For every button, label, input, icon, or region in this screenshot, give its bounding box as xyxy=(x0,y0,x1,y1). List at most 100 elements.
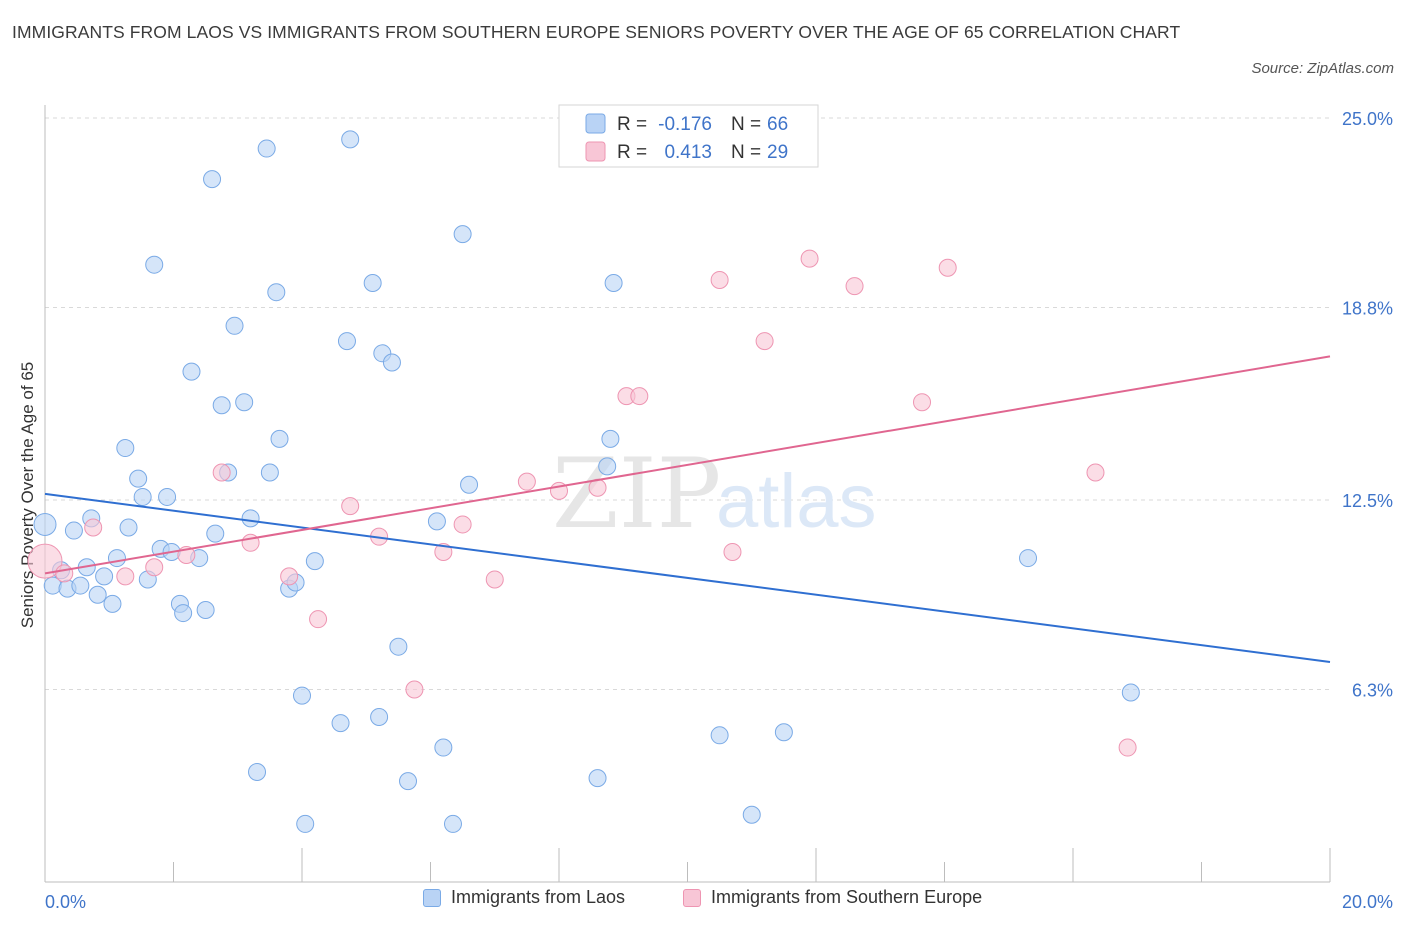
laos-point-30 xyxy=(225,316,244,335)
laos-point-27 xyxy=(206,524,225,543)
southern-europe-point-29 xyxy=(1118,738,1137,757)
laos-point-28 xyxy=(212,396,231,415)
legend-label-southern-europe: Immigrants from Southern Europe xyxy=(711,887,983,907)
laos-point-31 xyxy=(235,393,254,412)
southern-europe-point-28 xyxy=(1086,463,1105,482)
laos-point-58 xyxy=(598,457,617,476)
laos-point-22 xyxy=(174,604,193,623)
southern-europe-point-21 xyxy=(710,270,729,289)
laos-point-17 xyxy=(145,255,164,274)
laos-point-50 xyxy=(389,637,408,656)
source-label: Source: ZipAtlas.com xyxy=(1251,60,1394,77)
legend-n-label-2: N = xyxy=(731,142,761,163)
southern-europe-point-12 xyxy=(405,680,424,699)
laos-point-44 xyxy=(337,332,356,351)
southern-europe-point-26 xyxy=(913,393,932,412)
southern-europe-point-15 xyxy=(485,570,504,589)
southern-europe-point-6 xyxy=(212,463,231,482)
laos-point-35 xyxy=(260,463,279,482)
legend-label-laos: Immigrants from Laos xyxy=(451,887,626,907)
legend-n-value-2: 29 xyxy=(767,142,788,163)
x-tick-label-1: 20.0% xyxy=(1342,892,1393,912)
legend-r-value-1: -0.176 xyxy=(658,114,712,135)
laos-point-64 xyxy=(1019,549,1038,568)
y-tick-labels: 6.3% 12.5% 18.8% 25.0% xyxy=(1342,109,1393,700)
laos-point-0 xyxy=(33,512,57,536)
laos-point-15 xyxy=(133,487,152,506)
laos-point-47 xyxy=(370,707,389,726)
laos-point-59 xyxy=(601,429,620,448)
trend-line-laos xyxy=(44,492,1331,663)
southern-europe-point-4 xyxy=(145,558,164,577)
legend-item-southern-europe: Immigrants from Southern Europe xyxy=(683,887,982,908)
laos-point-52 xyxy=(427,512,446,531)
legend-r-label-1: R = xyxy=(617,114,647,135)
laos-point-56 xyxy=(460,475,479,494)
laos-point-13 xyxy=(119,518,138,537)
southern-europe-point-2 xyxy=(84,518,103,537)
southern-europe-point-13 xyxy=(434,542,453,561)
laos-point-63 xyxy=(774,723,793,742)
laos-point-34 xyxy=(257,139,276,158)
laos-point-8 xyxy=(88,585,107,604)
laos-point-4 xyxy=(64,521,83,540)
laos-point-11 xyxy=(107,549,126,568)
legend-swatch-laos xyxy=(585,113,606,134)
legend-bottom: Immigrants from Laos Immigrants from Sou… xyxy=(0,887,1406,917)
southern-europe-point-3 xyxy=(116,567,135,586)
watermark-zip: ZIP xyxy=(552,438,721,550)
southern-europe-point-10 xyxy=(341,497,360,516)
southern-europe-point-0 xyxy=(27,543,63,579)
laos-point-55 xyxy=(453,225,472,244)
laos-point-65 xyxy=(1121,683,1140,702)
laos-point-54 xyxy=(443,814,462,833)
legend-r-value-2: 0.413 xyxy=(664,142,712,163)
laos-point-33 xyxy=(248,762,267,781)
laos-point-45 xyxy=(341,130,360,149)
watermark-atlas: atlas xyxy=(716,459,877,544)
laos-point-49 xyxy=(382,353,401,372)
laos-point-40 xyxy=(293,686,311,705)
laos-point-46 xyxy=(363,274,382,293)
laos-point-61 xyxy=(710,726,729,745)
legend-swatch-laos-bottom xyxy=(423,888,441,907)
axes xyxy=(44,105,1331,883)
southern-europe-point-23 xyxy=(755,332,774,351)
legend-n-label-1: N = xyxy=(731,114,761,135)
southern-europe-point-22 xyxy=(723,542,742,561)
laos-point-12 xyxy=(116,439,135,458)
x-tick-labels: 0.0% 20.0% xyxy=(45,892,1393,912)
y-tick-label-2: 18.8% xyxy=(1342,298,1393,318)
trend-lines xyxy=(44,355,1331,663)
laos-point-14 xyxy=(129,469,148,488)
southern-europe-point-24 xyxy=(800,249,819,268)
trend-line-southern-europe xyxy=(44,355,1331,575)
southern-europe-point-1 xyxy=(55,564,74,583)
southern-europe-point-20 xyxy=(630,387,649,406)
watermark: ZIP atlas xyxy=(552,438,877,550)
laos-point-41 xyxy=(296,814,315,833)
laos-point-23 xyxy=(182,362,201,381)
southern-europe-point-8 xyxy=(280,567,299,586)
southern-europe-point-14 xyxy=(453,515,472,534)
laos-point-53 xyxy=(434,738,453,757)
laos-point-37 xyxy=(270,429,289,448)
laos-point-42 xyxy=(305,552,324,571)
legend-swatch-southern-europe xyxy=(585,141,606,162)
laos-point-5 xyxy=(71,576,90,595)
laos-point-25 xyxy=(196,601,215,620)
laos-point-19 xyxy=(158,487,177,506)
laos-point-9 xyxy=(95,567,114,586)
y-tick-label-1: 12.5% xyxy=(1342,491,1393,511)
legend-item-laos: Immigrants from Laos xyxy=(423,887,625,908)
laos-point-10 xyxy=(103,594,122,613)
y-tick-label-3: 25.0% xyxy=(1342,109,1393,129)
legend-top: R = -0.176 N = 66 R = 0.413 N = 29 xyxy=(558,104,819,168)
southern-europe-point-16 xyxy=(517,472,536,491)
x-tick-label-0: 0.0% xyxy=(45,892,86,912)
southern-europe-point-25 xyxy=(845,277,864,296)
legend-r-label-2: R = xyxy=(617,142,647,163)
y-tick-label-0: 6.3% xyxy=(1352,680,1393,700)
laos-point-26 xyxy=(203,170,222,189)
series-laos-points xyxy=(33,130,1140,833)
